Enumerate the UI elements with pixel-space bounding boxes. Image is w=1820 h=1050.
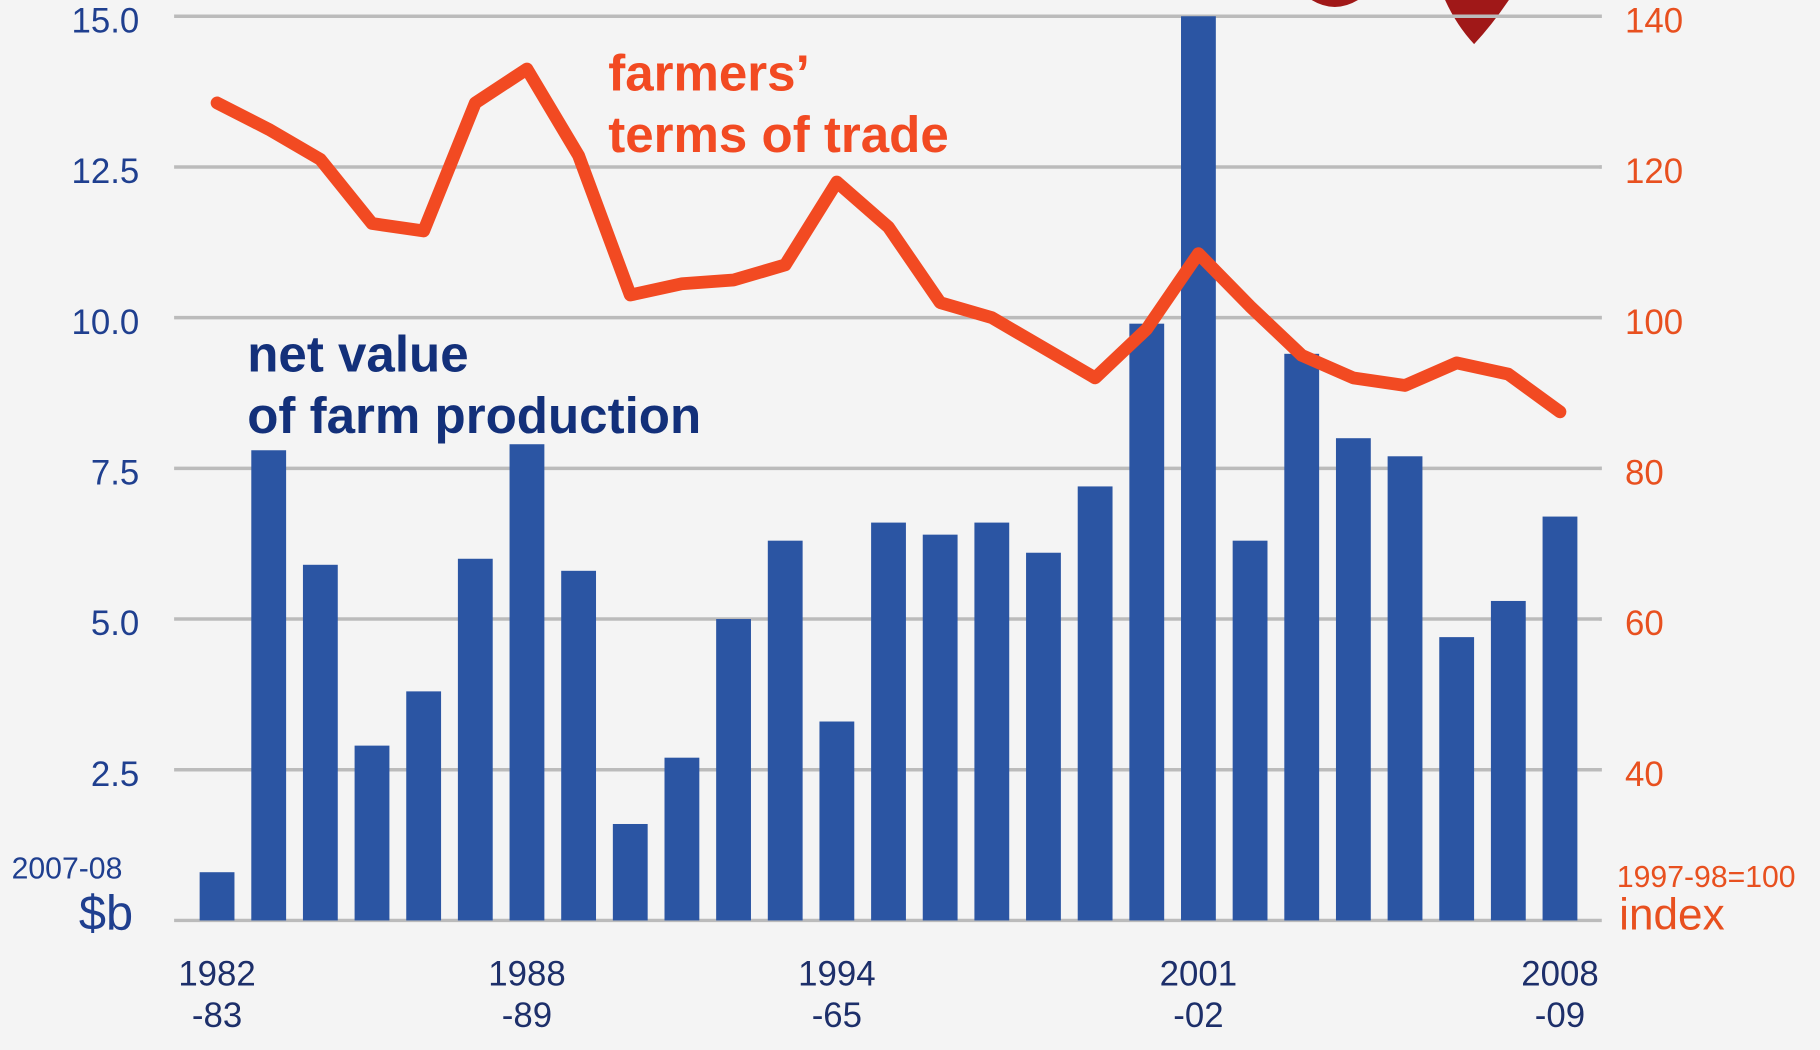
bar bbox=[1335, 438, 1371, 921]
y-unit: $b bbox=[78, 885, 134, 941]
line bbox=[210, 62, 1567, 419]
bar bbox=[1439, 637, 1475, 921]
bar bbox=[1026, 552, 1061, 921]
bar bbox=[457, 558, 493, 921]
bar bbox=[612, 823, 648, 921]
line-annotation: farmers’ terms of trade bbox=[608, 45, 949, 164]
y-tick-label: 15.0 bbox=[72, 1, 140, 40]
y2-tick-label: 120 bbox=[1625, 152, 1683, 191]
bar bbox=[1232, 540, 1268, 921]
bar bbox=[819, 721, 855, 921]
y2-tick-label: 140 bbox=[1625, 1, 1683, 40]
y2-unit: index bbox=[1619, 891, 1725, 941]
x-tick-label: 1982 -83 bbox=[178, 955, 256, 1036]
y-tick-label: 5.0 bbox=[91, 604, 139, 643]
bar bbox=[1077, 486, 1113, 921]
bar bbox=[1490, 600, 1526, 921]
x-tick-label: 2008 -09 bbox=[1521, 955, 1599, 1036]
bar bbox=[251, 450, 287, 921]
bar bbox=[509, 444, 545, 921]
y-tick-label: 10.0 bbox=[72, 303, 140, 342]
bar bbox=[354, 745, 390, 921]
y-tick-label: 7.5 bbox=[91, 454, 139, 493]
bar bbox=[1387, 456, 1423, 921]
y-tick-label: 2.5 bbox=[91, 755, 139, 794]
bar bbox=[199, 872, 235, 921]
y2-unit-note: 1997-98=100 bbox=[1616, 858, 1796, 894]
bar bbox=[922, 534, 958, 921]
bar bbox=[767, 540, 803, 921]
bar bbox=[871, 522, 906, 921]
bar bbox=[974, 522, 1010, 921]
x-tick-label: 1994 -65 bbox=[798, 955, 876, 1036]
y2-tick-label: 80 bbox=[1625, 454, 1664, 493]
bar bbox=[561, 570, 597, 921]
y2-tick-label: 60 bbox=[1625, 604, 1664, 643]
bar bbox=[302, 564, 338, 921]
bar-annotation: net value of farm production bbox=[247, 326, 702, 445]
bar bbox=[406, 691, 442, 921]
y2-tick-label: 40 bbox=[1625, 755, 1664, 794]
y-tick-label: 12.5 bbox=[72, 152, 140, 191]
y-unit-note: 2007-08 bbox=[11, 850, 123, 886]
bar bbox=[1129, 323, 1165, 921]
map-fragment bbox=[1311, 0, 1509, 45]
bar bbox=[1181, 16, 1216, 921]
x-tick-label: 1988 -89 bbox=[488, 955, 566, 1036]
bar bbox=[1542, 516, 1578, 921]
x-tick-label: 2001 -02 bbox=[1159, 955, 1238, 1036]
bar bbox=[664, 757, 700, 921]
bar bbox=[716, 619, 751, 921]
y2-tick-label: 100 bbox=[1625, 303, 1683, 342]
bar bbox=[1284, 353, 1320, 921]
